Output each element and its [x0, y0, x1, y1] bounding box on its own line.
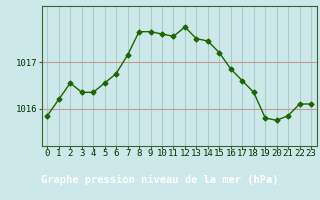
Text: Graphe pression niveau de la mer (hPa): Graphe pression niveau de la mer (hPa)	[41, 175, 279, 185]
